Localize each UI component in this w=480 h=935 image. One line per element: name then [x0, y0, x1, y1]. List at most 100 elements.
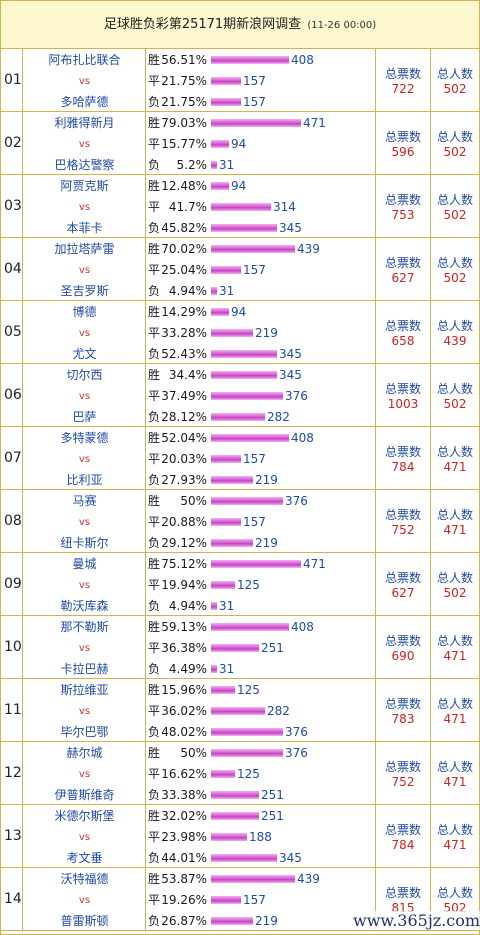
away-team[interactable]: 勒沃库森 [60, 599, 109, 613]
away-team[interactable]: 圣吉罗斯 [60, 284, 109, 298]
away-team[interactable]: 毕尔巴鄂 [60, 725, 109, 739]
total-people-cell: 总人数 471 [431, 427, 479, 489]
win-percent: 50% [180, 494, 207, 508]
teams-cell: 曼城 vs 勒沃库森 [23, 553, 146, 615]
home-team[interactable]: 米德尔斯堡 [54, 809, 115, 823]
win-label: 胜 [148, 179, 161, 193]
away-team[interactable]: 本菲卡 [66, 221, 103, 235]
draw-bar [211, 518, 241, 526]
teams-cell: 阿布扎比联合 vs 多哈萨德 [23, 49, 146, 111]
match-index: 12 [1, 742, 23, 804]
lose-bar [211, 539, 253, 547]
home-team[interactable]: 沃特福德 [60, 872, 109, 886]
lose-label: 负 [148, 788, 161, 802]
title-date: (11-26 00:00) [307, 20, 377, 31]
total-votes-value: 753 [391, 208, 415, 222]
total-people-value: 502 [443, 586, 467, 600]
home-team[interactable]: 赫尔城 [66, 746, 103, 760]
draw-stat: 平19.94% 125 [148, 578, 260, 592]
draw-count: 157 [243, 74, 266, 88]
draw-label: 平 [148, 830, 161, 844]
stats-cell: 胜 34.4% 345 平37.49% 376 负28.12% 282 [146, 364, 376, 426]
draw-bar [211, 581, 235, 589]
total-votes-cell: 总票数 596 [376, 112, 431, 174]
draw-count: 125 [237, 767, 260, 781]
home-team[interactable]: 切尔西 [66, 368, 103, 382]
away-team[interactable]: 普雷斯顿 [60, 914, 109, 928]
home-team[interactable]: 斯拉维亚 [60, 683, 109, 697]
win-count: 408 [291, 53, 314, 67]
home-team[interactable]: 博德 [72, 305, 97, 319]
away-team[interactable]: 纽卡斯尔 [60, 536, 109, 550]
lose-label: 负 [148, 221, 161, 235]
lose-bar [211, 728, 283, 736]
away-team[interactable]: 卡拉巴赫 [60, 662, 109, 676]
win-count: 376 [285, 494, 308, 508]
lose-percent: 4.49% [168, 662, 207, 676]
total-people-value: 502 [443, 145, 467, 159]
home-team[interactable]: 曼城 [72, 557, 97, 571]
win-bar [211, 560, 301, 568]
draw-percent: 41.7% [168, 200, 207, 214]
vs-label: vs [78, 706, 91, 717]
match-row: 09 曼城 vs 勒沃库森 胜75.12% 471 平19.94% 125 负 4.94% 31 总票… [1, 553, 479, 616]
home-team[interactable]: 那不勒斯 [60, 620, 109, 634]
lose-percent: 5.2% [176, 158, 208, 172]
draw-count: 314 [273, 200, 296, 214]
lose-percent: 28.12% [161, 410, 207, 424]
total-people-cell: 总人数 502 [431, 238, 479, 300]
teams-cell: 马赛 vs 纽卡斯尔 [23, 490, 146, 552]
away-team[interactable]: 尤文 [72, 347, 97, 361]
lose-percent: 4.94% [168, 599, 207, 613]
away-team[interactable]: 巴格达警察 [54, 158, 115, 172]
total-votes-cell: 总票数 722 [376, 49, 431, 111]
away-team[interactable]: 考文垂 [66, 851, 103, 865]
home-team[interactable]: 阿布扎比联合 [48, 53, 121, 67]
away-team[interactable]: 比利亚 [66, 473, 103, 487]
win-percent: 79.03% [161, 116, 207, 130]
draw-percent: 33.28% [161, 326, 207, 340]
draw-percent: 19.94% [161, 578, 207, 592]
lose-stat: 负44.01% 345 [148, 851, 302, 865]
match-row: 07 多特蒙德 vs 比利亚 胜52.04% 408 平20.03% 157 负27.93% 21… [1, 427, 479, 490]
lose-count: 219 [255, 914, 278, 928]
total-people-cell: 总人数 471 [431, 679, 479, 741]
lose-count: 345 [279, 221, 302, 235]
home-team[interactable]: 马赛 [72, 494, 97, 508]
total-people-value: 471 [443, 523, 467, 537]
total-people-label: 总人数 [436, 67, 473, 81]
away-team[interactable]: 巴萨 [72, 410, 97, 424]
draw-label: 平 [148, 326, 161, 340]
teams-cell: 多特蒙德 vs 比利亚 [23, 427, 146, 489]
total-people-label: 总人数 [436, 823, 473, 837]
match-row: 06 切尔西 vs 巴萨 胜 34.4% 345 平37.49% 376 负28.12% 282 总票… [1, 364, 479, 427]
draw-stat: 平20.03% 157 [148, 452, 266, 466]
win-stat: 胜32.02% 251 [148, 809, 284, 823]
teams-cell: 赫尔城 vs 伊普斯维奇 [23, 742, 146, 804]
total-votes-label: 总票数 [384, 508, 421, 522]
lose-stat: 负 5.2% 31 [148, 158, 234, 172]
home-team[interactable]: 加拉塔萨雷 [54, 242, 115, 256]
lose-percent: 26.87% [161, 914, 207, 928]
lose-count: 31 [219, 284, 235, 298]
away-team[interactable]: 伊普斯维奇 [54, 788, 115, 802]
home-team[interactable]: 阿贾克斯 [60, 179, 109, 193]
home-team[interactable]: 利雅得新月 [54, 116, 115, 130]
draw-stat: 平20.88% 157 [148, 515, 266, 529]
total-votes-cell: 总票数 658 [376, 301, 431, 363]
win-percent: 53.87% [161, 872, 207, 886]
home-team[interactable]: 多特蒙德 [60, 431, 109, 445]
match-row: 03 阿贾克斯 vs 本菲卡 胜12.48% 94 平 41.7% 314 负45.82% 345 总… [1, 175, 479, 238]
total-people-label: 总人数 [436, 193, 473, 207]
draw-percent: 36.38% [161, 641, 207, 655]
lose-label: 负 [148, 347, 161, 361]
lose-label: 负 [148, 473, 161, 487]
lose-bar [211, 602, 217, 610]
total-people-cell: 总人数 502 [431, 49, 479, 111]
win-bar [211, 182, 229, 190]
win-count: 471 [303, 116, 326, 130]
total-votes-value: 627 [391, 271, 415, 285]
away-team[interactable]: 多哈萨德 [60, 95, 109, 109]
match-row: 11 斯拉维亚 vs 毕尔巴鄂 胜15.96% 125 平36.02% 282 负48.02% 3… [1, 679, 479, 742]
match-index: 06 [1, 364, 23, 426]
